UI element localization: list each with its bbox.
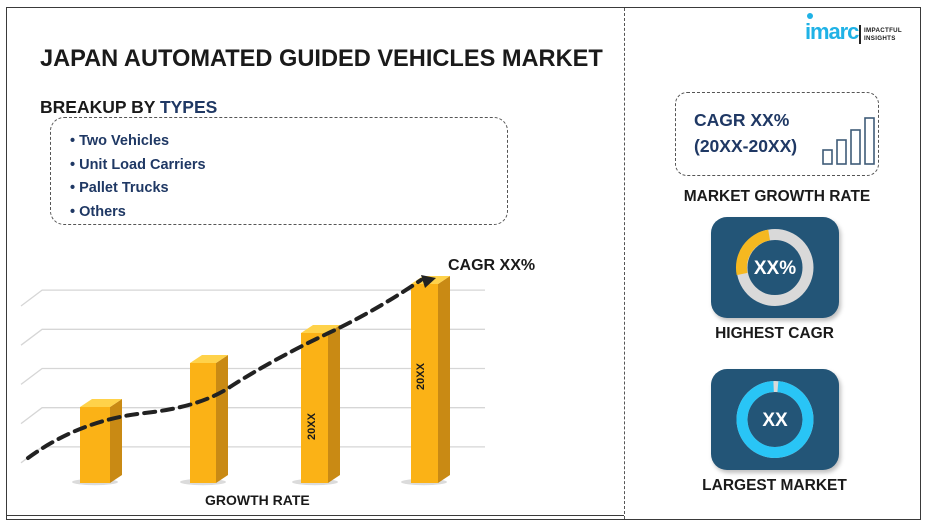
svg-text:CAGR XX%: CAGR XX% (448, 257, 535, 274)
svg-text:XX: XX (762, 410, 788, 431)
svg-text:XX%: XX% (754, 258, 796, 279)
svg-text:20XX: 20XX (415, 362, 427, 390)
svg-text:20XX: 20XX (306, 412, 318, 440)
svg-text:GROWTH RATE: GROWTH RATE (205, 492, 310, 508)
